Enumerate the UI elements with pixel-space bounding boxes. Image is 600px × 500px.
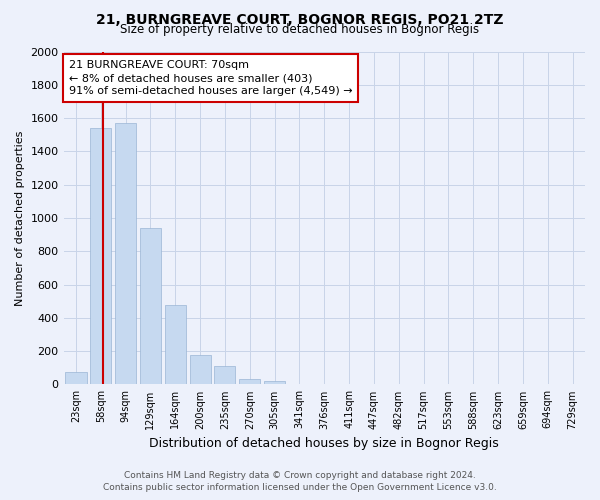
Bar bbox=[140, 228, 161, 384]
Bar bbox=[239, 380, 260, 384]
Y-axis label: Number of detached properties: Number of detached properties bbox=[15, 130, 25, 306]
X-axis label: Distribution of detached houses by size in Bognor Regis: Distribution of detached houses by size … bbox=[149, 437, 499, 450]
Bar bbox=[264, 382, 285, 384]
Text: Contains HM Land Registry data © Crown copyright and database right 2024.
Contai: Contains HM Land Registry data © Crown c… bbox=[103, 471, 497, 492]
Text: 21, BURNGREAVE COURT, BOGNOR REGIS, PO21 2TZ: 21, BURNGREAVE COURT, BOGNOR REGIS, PO21… bbox=[96, 12, 504, 26]
Bar bbox=[214, 366, 235, 384]
Bar bbox=[115, 123, 136, 384]
Text: Size of property relative to detached houses in Bognor Regis: Size of property relative to detached ho… bbox=[121, 22, 479, 36]
Bar bbox=[90, 128, 112, 384]
Text: 21 BURNGREAVE COURT: 70sqm
← 8% of detached houses are smaller (403)
91% of semi: 21 BURNGREAVE COURT: 70sqm ← 8% of detac… bbox=[69, 60, 352, 96]
Bar bbox=[190, 356, 211, 384]
Bar bbox=[65, 372, 86, 384]
Bar bbox=[165, 304, 186, 384]
